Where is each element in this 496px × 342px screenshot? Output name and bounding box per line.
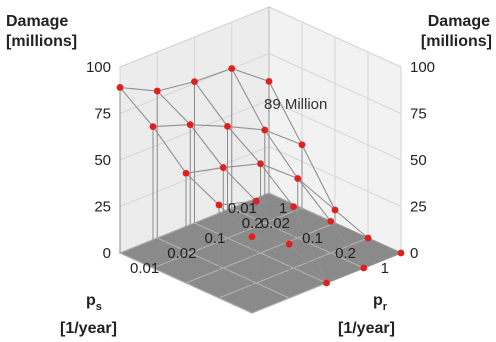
pr-axis-unit: [1/year] (338, 320, 395, 337)
z-tick-label-right: 50 (410, 152, 427, 169)
z-tick-label-right: 0 (410, 245, 418, 262)
z-axis-title-right-line2: [millions] (421, 33, 492, 50)
data-points (116, 65, 405, 287)
pr-axis-title: pr (373, 292, 388, 313)
data-point (116, 84, 124, 91)
z-axis-title-left-line1: Damage (6, 13, 68, 30)
pr-axis-title-sub: r (383, 301, 388, 313)
z-tick-label-right: 100 (410, 59, 435, 76)
z-tick-label-right: 75 (410, 106, 427, 123)
data-point (182, 169, 190, 177)
ps-tick-label: 0.2 (335, 245, 356, 262)
z-tick-label-left: 75 (94, 106, 111, 123)
data-point (331, 206, 339, 214)
ps-tick-label: 1 (381, 260, 389, 277)
data-point (290, 203, 297, 211)
data-point (327, 217, 335, 225)
pr-tick-label: 0.1 (205, 230, 226, 247)
data-point (261, 126, 269, 134)
data-point (224, 123, 231, 130)
data-point (323, 279, 330, 287)
data-point (294, 175, 302, 182)
ps-axis-unit: [1/year] (60, 320, 117, 337)
data-point (186, 121, 194, 129)
ps-tick-label: 0.02 (261, 215, 290, 232)
data-point (153, 87, 161, 95)
data-point (215, 201, 223, 209)
data-point (364, 234, 372, 242)
pr-axis-title-main: p (373, 292, 383, 309)
z-tick-label-left: 50 (94, 152, 111, 169)
data-point (191, 78, 198, 86)
z-axis-title-right-line1: Damage (428, 13, 490, 30)
data-point (298, 141, 306, 149)
data-point (285, 240, 293, 248)
pr-tick-label: 1 (279, 200, 287, 217)
data-point (248, 233, 256, 241)
data-point (257, 160, 264, 168)
data-point (397, 249, 405, 257)
max-damage-annotation: 89 Million (264, 96, 327, 113)
z-axis-title-left-line2: [millions] (6, 33, 77, 50)
pr-tick-label: 0.02 (167, 245, 196, 262)
ps-axis-title: ps (86, 292, 102, 313)
z-tick-label-right: 25 (410, 199, 427, 216)
ps-tick-label: 0.1 (302, 230, 323, 247)
z-tick-label-left: 100 (86, 59, 111, 76)
data-point (252, 197, 260, 205)
data-point (360, 264, 368, 272)
ps-tick-label: 0.01 (228, 200, 257, 217)
pr-tick-label: 0.2 (242, 215, 263, 232)
pr-tick-label: 0.01 (130, 260, 159, 277)
data-point (228, 65, 236, 72)
ps-axis-title-sub: s (96, 301, 102, 313)
data-point (265, 78, 273, 85)
data-point (219, 164, 227, 171)
z-tick-label-left: 0 (103, 245, 111, 262)
z-tick-label-left: 25 (94, 199, 111, 216)
ps-axis-title-main: p (86, 292, 96, 309)
data-point (149, 123, 157, 131)
